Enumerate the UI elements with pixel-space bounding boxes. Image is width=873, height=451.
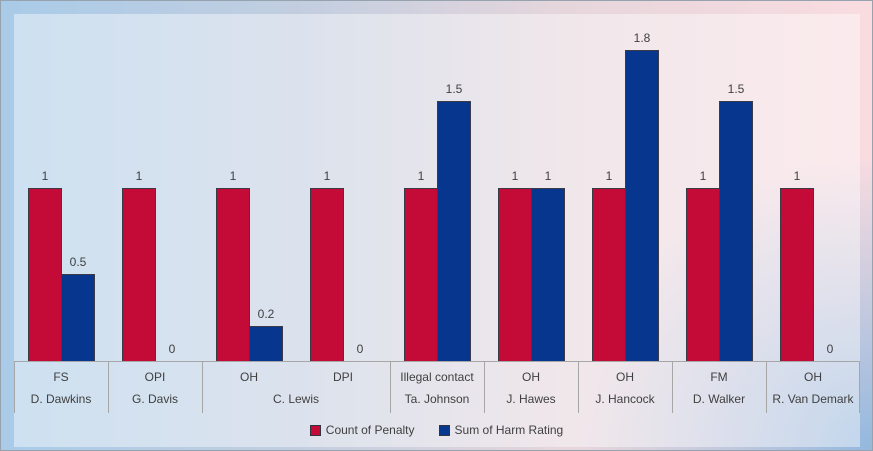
axis-penalty-label: FS	[53, 370, 69, 384]
axis-divider	[859, 362, 860, 413]
bar-sum-of-harm-rating[interactable]	[625, 50, 659, 361]
bar-count-of-penalty[interactable]	[498, 188, 532, 361]
bar-sum-of-harm-rating[interactable]	[719, 101, 753, 361]
data-label-sum-of-harm-rating: 0.5	[69, 255, 87, 269]
bar-count-of-penalty[interactable]	[216, 188, 250, 361]
axis-player-label: Ta. Johnson	[404, 392, 470, 406]
axis-divider	[108, 362, 109, 413]
bar-sum-of-harm-rating[interactable]	[61, 274, 95, 361]
axis-player-label: R. Van Demark	[772, 392, 854, 406]
axis-divider	[14, 362, 15, 413]
axis-divider	[390, 362, 391, 413]
axis-penalty-label: OH	[616, 370, 634, 384]
data-label-sum-of-harm-rating: 0	[168, 342, 176, 356]
data-label-count-of-penalty: 1	[323, 169, 331, 183]
axis-divider	[672, 362, 673, 413]
axis-penalty-label: Illegal contact	[400, 370, 474, 384]
data-label-sum-of-harm-rating: 1.5	[727, 82, 745, 96]
bar-count-of-penalty[interactable]	[686, 188, 720, 361]
bar-count-of-penalty[interactable]	[122, 188, 156, 361]
legend-label-count: Count of Penalty	[325, 423, 415, 437]
axis-player-label: D. Dawkins	[30, 392, 92, 406]
axis-player-label: G. Davis	[131, 392, 178, 406]
axis-divider	[202, 362, 203, 413]
category-axis: FS OPI OH DPI Illegal contact OH OH FM OH D. Dawk…	[14, 361, 860, 414]
legend-swatch-harm-icon	[438, 424, 450, 436]
data-label-count-of-penalty: 1	[511, 169, 519, 183]
data-label-sum-of-harm-rating: 1.8	[633, 31, 651, 45]
bar-sum-of-harm-rating[interactable]	[249, 326, 283, 361]
data-label-sum-of-harm-rating: 1	[544, 169, 552, 183]
axis-divider	[766, 362, 767, 413]
legend-item-count-of-penalty[interactable]: Count of Penalty	[309, 423, 415, 437]
legend-item-sum-of-harm-rating[interactable]: Sum of Harm Rating	[438, 423, 564, 437]
legend: Count of Penalty Sum of Harm Rating	[1, 419, 872, 441]
axis-player-label: D. Walker	[692, 392, 746, 406]
bar-sum-of-harm-rating[interactable]	[531, 188, 565, 361]
bar-count-of-penalty[interactable]	[310, 188, 344, 361]
bar-count-of-penalty[interactable]	[28, 188, 62, 361]
axis-penalty-label: OH	[240, 370, 258, 384]
axis-divider	[484, 362, 485, 413]
data-label-sum-of-harm-rating: 1.5	[445, 82, 463, 96]
data-label-count-of-penalty: 1	[417, 169, 425, 183]
data-label-count-of-penalty: 1	[41, 169, 49, 183]
axis-penalty-label: OH	[522, 370, 540, 384]
axis-penalty-label: OPI	[144, 370, 166, 384]
legend-label-harm: Sum of Harm Rating	[454, 423, 564, 437]
axis-penalty-label: OH	[804, 370, 822, 384]
axis-player-label: J. Hawes	[506, 392, 556, 406]
data-label-sum-of-harm-rating: 0	[826, 342, 834, 356]
axis-penalty-label: DPI	[332, 370, 353, 384]
axis-player-label: C. Lewis	[272, 392, 319, 406]
data-label-sum-of-harm-rating: 0	[356, 342, 364, 356]
data-label-count-of-penalty: 1	[135, 169, 143, 183]
data-label-count-of-penalty: 1	[229, 169, 237, 183]
bar-count-of-penalty[interactable]	[404, 188, 438, 361]
bar-count-of-penalty[interactable]	[592, 188, 626, 361]
bar-sum-of-harm-rating[interactable]	[437, 101, 471, 361]
axis-divider	[578, 362, 579, 413]
axis-player-label: J. Hancock	[595, 392, 655, 406]
data-label-sum-of-harm-rating: 0.2	[257, 307, 275, 321]
data-label-count-of-penalty: 1	[605, 169, 613, 183]
data-label-count-of-penalty: 1	[793, 169, 801, 183]
bar-count-of-penalty[interactable]	[780, 188, 814, 361]
axis-penalty-label: FM	[710, 370, 728, 384]
legend-swatch-count-icon	[309, 424, 321, 436]
data-label-count-of-penalty: 1	[699, 169, 707, 183]
